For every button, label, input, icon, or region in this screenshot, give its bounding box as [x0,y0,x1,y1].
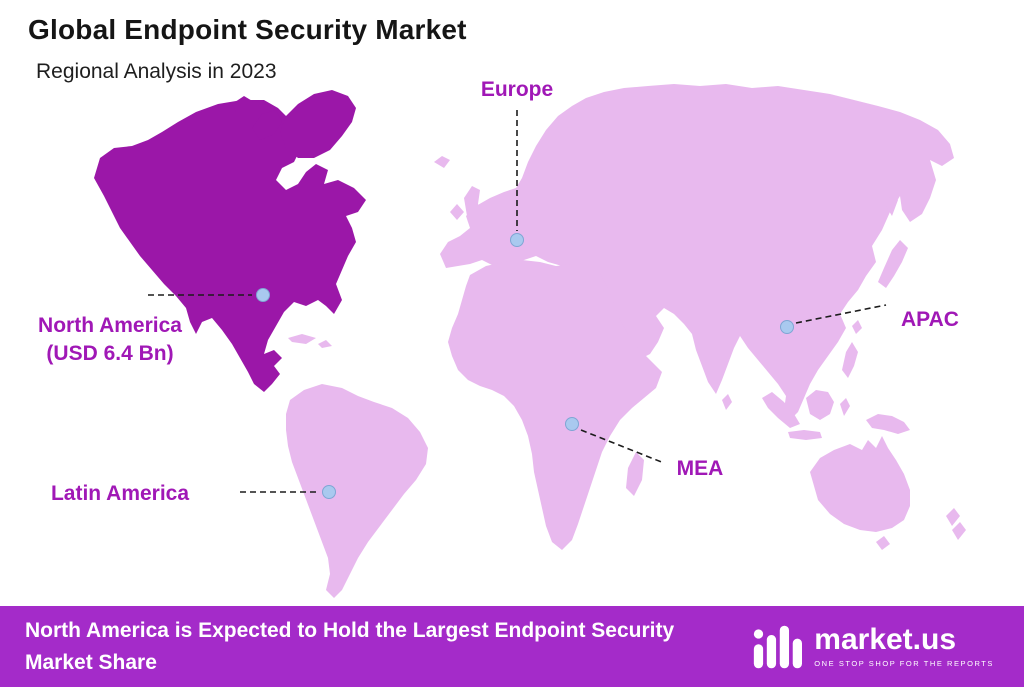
island-sumatra [762,392,800,428]
market-us-logo: market.us ONE STOP SHOP FOR THE REPORTS [752,625,1024,669]
label-europe: Europe [480,78,554,101]
banner-text: North America is Expected to Hold the La… [25,619,675,674]
label-north-america-name: North America [38,314,182,337]
island-madagascar [626,452,644,496]
page-title: Global Endpoint Security Market [28,14,467,45]
region-baffin-island [252,110,282,140]
island-borneo [806,390,834,420]
page-subtitle: Regional Analysis in 2023 [36,60,277,83]
island-java [788,430,822,440]
marker-apac [780,320,794,334]
island-new-zealand-north [946,508,960,526]
island-cuba [288,334,316,344]
island-japan [878,240,908,288]
continent-australia [810,436,910,532]
island-philippines [842,342,858,378]
island-sulawesi [840,398,850,416]
label-mea: MEA [676,457,724,480]
leader-line-mea [580,429,665,464]
region-greenland [280,90,356,158]
region-arctic-island [232,96,254,112]
marker-north-america [256,288,270,302]
label-north-america-value: (USD 6.4 Bn) [46,341,174,365]
marker-mea [565,417,579,431]
logo-wordmark: market.us [814,623,957,656]
label-apac: APAC [901,308,959,331]
island-tasmania [876,536,890,550]
island-iceland [434,156,450,168]
logo-tagline: ONE STOP SHOP FOR THE REPORTS [814,659,994,668]
island-hispaniola [318,340,332,348]
island-new-zealand-south [952,522,966,540]
island-new-guinea [866,414,910,434]
continent-africa [448,260,662,550]
continent-south-america [286,384,428,598]
footer-banner: North America is Expected to Hold the La… [0,606,1024,687]
marker-latin-america [322,485,336,499]
marker-europe [510,233,524,247]
label-latin-america: Latin America [50,482,190,505]
logo-text-block: market.us ONE STOP SHOP FOR THE REPORTS [814,623,994,669]
leader-line-apac [795,304,887,324]
label-north-america: North America (USD 6.4 Bn) [8,312,212,367]
island-taiwan [852,320,862,334]
island-ireland [450,204,464,220]
continent-eurasia [440,84,954,420]
island-sri-lanka [722,394,732,410]
continent-north-america [94,100,366,392]
market-us-logo-icon [754,625,803,668]
island-great-britain [464,186,484,226]
island-sakhalin [886,192,898,216]
